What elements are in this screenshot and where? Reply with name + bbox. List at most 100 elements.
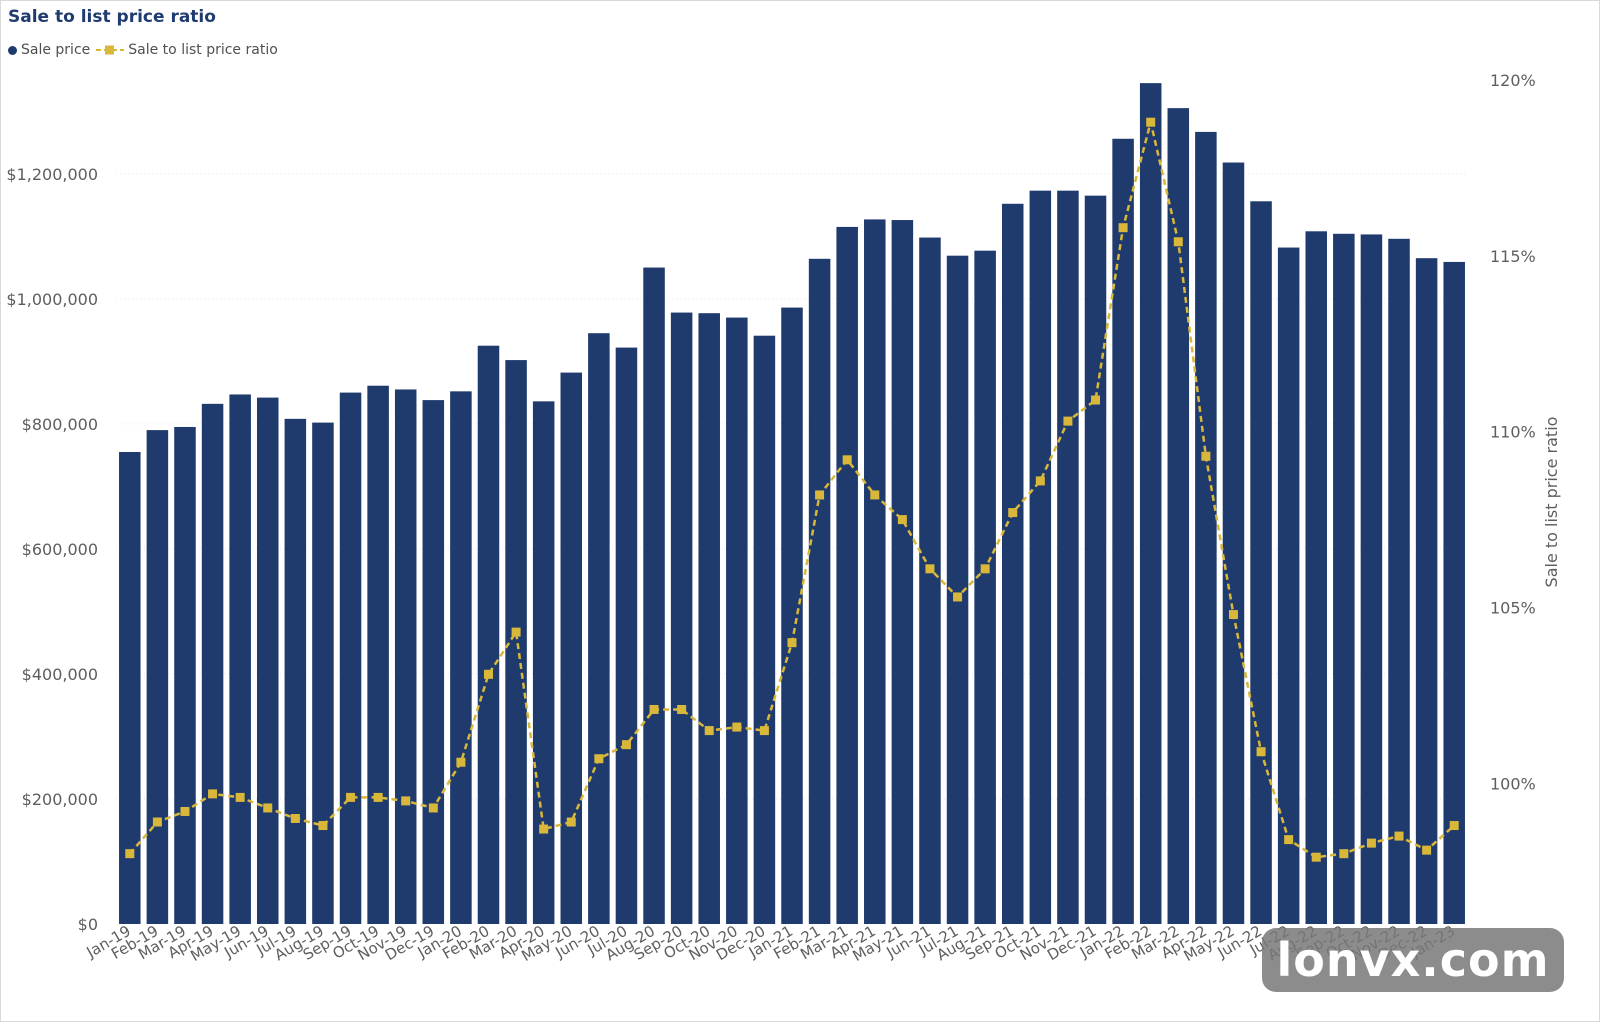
ratio-point	[1394, 831, 1404, 841]
ratio-point	[1311, 852, 1321, 862]
ratio-point	[759, 726, 769, 736]
legend-label-sale-price: Sale price	[21, 42, 91, 58]
ratio-point	[180, 806, 190, 816]
legend[interactable]: Sale price Sale to list price ratio	[8, 42, 278, 58]
ratio-point	[1063, 416, 1073, 426]
bar-sale-price	[864, 219, 886, 925]
bar-sale-price	[1057, 190, 1079, 924]
bar-sale-price	[726, 317, 748, 924]
ratio-point	[1008, 508, 1018, 518]
bar-sale-price	[119, 451, 141, 924]
bar-sale-price	[1360, 234, 1383, 924]
bar-sale-price	[1222, 162, 1245, 925]
ratio-point	[125, 849, 135, 859]
ratio-point	[1035, 476, 1045, 486]
y-left-tick-label: $400,000	[22, 665, 98, 684]
ratio-point	[1449, 821, 1459, 831]
legend-item-sale-price[interactable]: Sale price	[8, 42, 90, 58]
ratio-point	[649, 704, 659, 714]
ratio-point	[511, 627, 521, 637]
bar-sale-price	[1084, 195, 1107, 925]
y-right-tick-label: 100%	[1490, 774, 1536, 793]
y-left-tick-label: $800,000	[22, 415, 98, 434]
bar-sale-price	[1112, 138, 1134, 925]
ratio-point	[594, 754, 604, 764]
y-left-tick-label: $0	[78, 915, 98, 934]
ratio-point	[235, 792, 245, 802]
ratio-point	[152, 817, 162, 827]
ratio-point	[842, 455, 852, 465]
bar-sale-price	[394, 389, 417, 924]
y-left-tick-label: $1,000,000	[6, 290, 98, 309]
ratio-point	[1173, 237, 1183, 247]
ratio-point	[208, 789, 218, 799]
ratio-point	[925, 564, 935, 574]
ratio-point	[704, 726, 714, 736]
ratio-point	[1118, 223, 1128, 233]
bar-sale-price	[1167, 108, 1190, 925]
ratio-point	[980, 564, 990, 574]
ratio-point	[1284, 835, 1294, 845]
bar-sale-price	[1388, 238, 1410, 924]
ratio-point	[1146, 117, 1156, 127]
ratio-point	[1091, 395, 1101, 405]
bar-sale-price	[339, 392, 362, 924]
bar-sale-price	[753, 335, 776, 924]
bar-sale-price	[781, 307, 803, 925]
bar-sale-price	[284, 418, 307, 924]
bar-sale-price	[477, 345, 500, 924]
bar-sale-price	[643, 267, 665, 924]
ratio-point	[1422, 845, 1432, 855]
ratio-point	[732, 722, 742, 732]
bar-sale-price	[1333, 233, 1355, 925]
bar-sale-price	[1139, 83, 1162, 925]
bar-sale-price	[229, 394, 251, 924]
ratio-point	[897, 515, 907, 525]
ratio-point	[953, 592, 963, 602]
watermark-logo: lonvx.com	[1262, 928, 1564, 992]
bar-sale-price	[836, 226, 858, 924]
bar-sale-price	[1029, 190, 1052, 924]
ratio-point	[428, 803, 438, 813]
ratio-point	[290, 814, 300, 823]
bar-sale-price	[174, 426, 196, 924]
ratio-point	[1228, 610, 1238, 620]
y-right-axis-title: Sale to list price ratio	[1542, 417, 1561, 588]
bar-sale-price	[367, 385, 389, 924]
bar-sale-price	[1195, 131, 1217, 924]
bar-sale-price	[698, 313, 720, 924]
bar-sale-price	[919, 237, 941, 925]
ratio-point	[870, 490, 880, 500]
ratio-point	[1201, 451, 1211, 461]
ratio-point	[1366, 838, 1376, 848]
ratio-point	[1256, 747, 1266, 757]
bar-sale-price	[201, 403, 224, 924]
ratio-point	[483, 669, 493, 679]
bar-sale-price	[422, 400, 445, 924]
bar-sale-price	[312, 422, 334, 924]
bar-sale-price	[670, 312, 693, 925]
y-right-tick-label: 105%	[1490, 599, 1536, 618]
ratio-point	[263, 803, 273, 813]
ratio-point	[1339, 849, 1349, 859]
ratio-point	[401, 796, 411, 806]
bar-sale-price	[946, 255, 969, 925]
y-right-tick-label: 110%	[1490, 423, 1536, 442]
ratio-point	[346, 792, 356, 802]
legend-item-ratio[interactable]: Sale to list price ratio	[96, 42, 278, 58]
ratio-point	[677, 704, 687, 714]
ratio-point	[815, 490, 825, 500]
bar-sale-price	[1277, 247, 1300, 925]
bar-sale-price	[615, 347, 638, 925]
legend-line-marker-icon	[96, 45, 125, 55]
bar-sale-price	[891, 220, 914, 924]
bar-sale-price	[588, 333, 610, 924]
ratio-point	[318, 821, 328, 831]
bar-sale-price	[1443, 261, 1465, 924]
ratio-point	[566, 817, 576, 827]
ratio-point	[373, 792, 383, 802]
chart-title: Sale to list price ratio	[8, 7, 216, 27]
bar-sale-price	[1415, 258, 1438, 925]
y-right-tick-label: 120%	[1490, 71, 1536, 90]
